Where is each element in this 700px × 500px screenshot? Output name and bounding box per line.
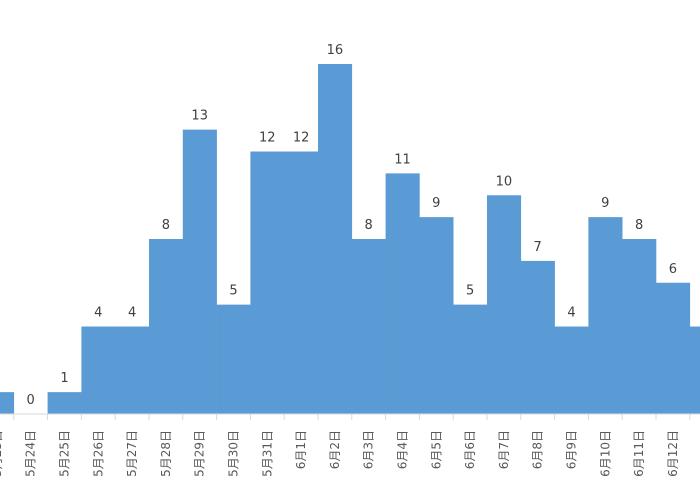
data-labels-group: 0 1 4 4 8 13 5 12 12 16 8 11 9 5 10 7 4 9 8 6 [27, 43, 677, 408]
data-label: 1 [60, 371, 68, 386]
data-label: 4 [94, 306, 102, 321]
data-label: 8 [162, 218, 170, 233]
bar-6月10日 [588, 217, 623, 415]
x-tick-label: 6月11日 [632, 430, 646, 477]
x-tick-label: 5月26日 [91, 430, 105, 477]
bar-6月11日 [622, 239, 657, 414]
data-label: 5 [466, 284, 474, 299]
bar-5月30日 [216, 304, 251, 415]
data-label: 10 [496, 174, 513, 189]
bar-6月7日 [487, 195, 522, 414]
x-tick-label: 6月4日 [396, 430, 410, 469]
bar-6月1日 [284, 151, 319, 414]
data-label: 16 [327, 43, 344, 58]
bar-5月26日 [81, 326, 116, 414]
bar-5月23日 [0, 392, 15, 415]
data-label: 4 [128, 306, 136, 321]
data-label: 5 [229, 284, 237, 299]
bars-group [0, 64, 700, 415]
bar-5月27日 [115, 326, 150, 414]
x-tick-label: 5月24日 [24, 430, 38, 477]
x-tick-label: 5月25日 [58, 430, 72, 477]
data-label: 12 [259, 131, 276, 146]
data-label: 13 [191, 109, 208, 124]
bar-5月28日 [149, 239, 184, 414]
data-label: 9 [432, 196, 440, 211]
data-label: 0 [27, 393, 35, 408]
x-tick-label: 5月31日 [260, 430, 274, 477]
x-tick-label: 6月12日 [666, 430, 680, 477]
x-tick-label: 6月6日 [463, 430, 477, 469]
data-label: 11 [394, 152, 411, 167]
x-tick-label: 5月28日 [159, 430, 173, 477]
bar-6月4日 [385, 173, 420, 415]
x-tick-label: 6月8日 [531, 430, 545, 469]
data-label: 9 [601, 196, 609, 211]
x-tick-label: 6月1日 [294, 430, 308, 469]
bar-6月13日 [689, 326, 700, 414]
x-tick-labels-group: 5月23日 5月24日 5月25日 5月26日 5月27日 5月28日 5月29日 5月30日… [0, 414, 700, 477]
bar-6月5日 [419, 217, 454, 415]
x-tick-label: 5月27日 [125, 430, 139, 477]
data-label: 7 [534, 240, 542, 255]
x-tick-label: 5月29日 [193, 430, 207, 477]
x-tick-label: 6月9日 [565, 430, 579, 469]
x-tick-label: 5月23日 [0, 430, 4, 477]
x-tick-label: 6月3日 [362, 430, 376, 469]
bar-5月25日 [47, 392, 82, 415]
x-tick-label: 6月7日 [497, 430, 511, 469]
x-tick-label: 6月2日 [328, 430, 342, 469]
bar-6月9日 [554, 326, 589, 414]
bar-5月29日 [182, 129, 217, 415]
data-label: 8 [365, 218, 373, 233]
x-tick-label: 5月30日 [227, 430, 241, 477]
bar-6月2日 [318, 64, 353, 414]
bar-6月6日 [453, 304, 488, 415]
x-tick-label: 6月10日 [598, 430, 612, 477]
data-label: 6 [669, 262, 677, 277]
data-label: 12 [293, 131, 310, 146]
bar-5月31日 [250, 151, 285, 414]
data-label: 4 [567, 306, 575, 321]
data-label: 8 [635, 218, 643, 233]
bar-6月8日 [520, 260, 555, 415]
x-tick-label: 6月5日 [429, 430, 443, 469]
bar-6月3日 [351, 239, 386, 414]
bar-6月12日 [656, 282, 691, 414]
